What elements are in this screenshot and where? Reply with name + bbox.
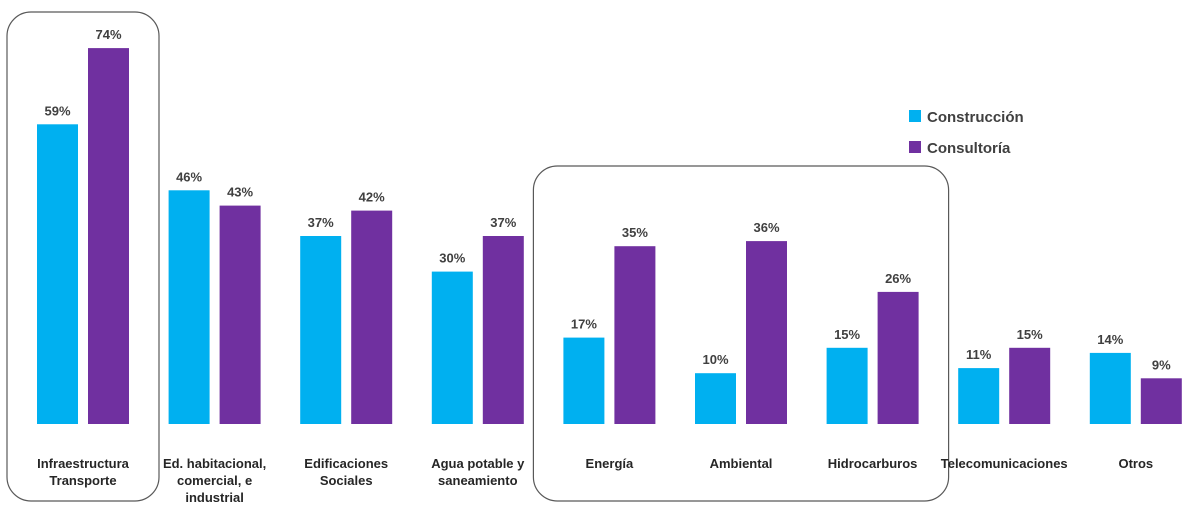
bar-construccion-8 [1089,352,1131,424]
value-label-construccion-1: 46% [176,169,202,184]
bar-construccion-2 [300,236,342,424]
bar-consultoria-8 [1140,378,1182,424]
value-label-consultoria-3: 37% [490,215,516,230]
value-label-consultoria-4: 35% [622,225,648,240]
bar-consultoria-4 [614,246,656,424]
legend-label-consultoria: Consultoría [927,140,1011,157]
category-label-7: Telecomunicaciones [941,456,1068,471]
bar-construccion-5 [695,373,736,424]
bar-construccion-6 [826,347,868,424]
value-label-construccion-4: 17% [571,317,597,332]
category-label-0: Infraestructura Transporte [37,456,130,488]
value-label-construccion-7: 11% [966,347,992,362]
category-label-6: Hidrocarburos [828,456,918,471]
value-label-construccion-0: 59% [44,103,70,118]
value-labels: 59% 74% 46% 43% 37% 42% 30% 37% 17% 35% 10% 36% 15% 2… [44,27,1171,372]
bar-consultoria-6 [877,291,919,424]
category-label-5: Ambiental [710,456,773,471]
bar-construccion-7 [958,368,1000,424]
category-label-3: Agua potable y saneamiento [431,456,525,488]
value-label-consultoria-2: 42% [359,190,385,205]
bars [37,48,1182,425]
bar-construccion-4 [563,337,605,424]
value-label-construccion-6: 15% [834,327,860,342]
value-label-consultoria-6: 26% [885,271,911,286]
highlight-boxes [6,11,950,502]
bar-construccion-0 [37,124,78,425]
legend-swatch-consultoria [909,141,921,153]
bar-construccion-3 [431,271,473,424]
bar-consultoria-5 [746,241,787,424]
value-label-consultoria-8: 9% [1152,357,1171,372]
value-label-construccion-8: 14% [1097,332,1123,347]
bar-consultoria-0 [88,48,129,424]
value-label-consultoria-5: 36% [753,220,779,235]
value-label-consultoria-7: 15% [1017,327,1043,342]
highlight-box-0 [6,11,160,502]
bar-consultoria-1 [219,205,261,424]
category-label-4: Energía [586,456,634,471]
legend-swatch-construccion [909,110,921,122]
category-label-8: Otros [1118,456,1153,471]
bar-construccion-1 [168,190,210,424]
value-label-construccion-3: 30% [439,251,465,266]
category-label-1: Ed. habitacional, comercial, e industrial [163,456,266,505]
legend: Construcción Consultoría [909,109,1024,157]
category-label-2: Edificaciones Sociales [304,456,388,488]
category-labels: Infraestructura Transporte Ed. habitaciona… [37,456,1153,505]
value-label-consultoria-0: 74% [95,27,121,42]
legend-label-construccion: Construcción [927,109,1024,126]
bar-consultoria-7 [1009,347,1051,424]
value-label-construccion-5: 10% [702,352,728,367]
value-label-consultoria-1: 43% [227,185,253,200]
bar-consultoria-3 [482,236,524,424]
value-label-construccion-2: 37% [308,215,334,230]
highlight-box-1 [532,165,950,502]
bar-consultoria-2 [351,210,393,424]
